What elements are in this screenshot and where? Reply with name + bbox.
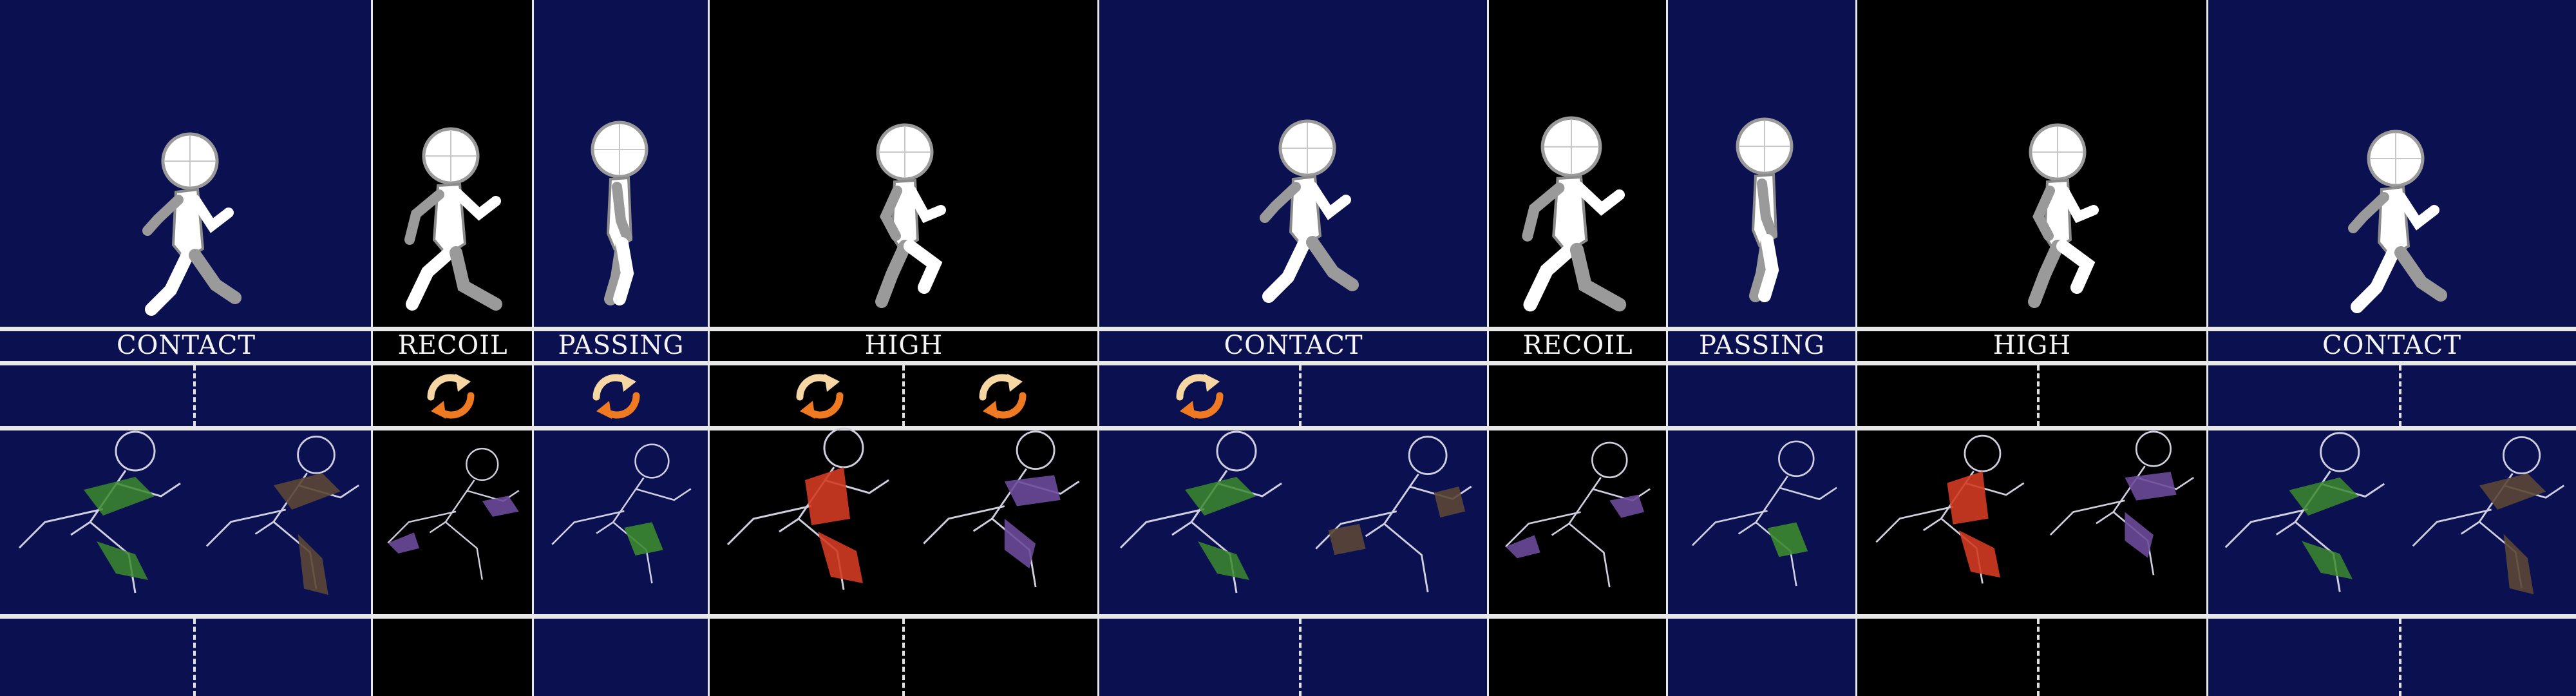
run-sketch-figure — [2401, 425, 2576, 612]
column-passing-1 — [533, 0, 709, 696]
column-divider — [532, 0, 534, 696]
row-divider — [0, 426, 2576, 430]
row-divider — [0, 361, 2576, 365]
run-sketch-figure — [1108, 425, 1294, 612]
column-recoil-2 — [1488, 0, 1667, 696]
cycle-arrows-icon — [1171, 369, 1229, 423]
column-divider — [1666, 0, 1668, 696]
run-sketch-figure — [1864, 419, 2036, 612]
cycle-arrows-icon — [974, 369, 1032, 423]
pose-label-contact: CONTACT — [1224, 331, 1363, 360]
row-divider — [0, 614, 2576, 619]
pose-label-passing: PASSING — [1699, 331, 1825, 360]
walk-pose-contact-figure — [126, 122, 254, 322]
column-divider — [371, 0, 373, 696]
pose-label-recoil: RECOIL — [397, 331, 508, 360]
walk-pose-high-figure — [1993, 107, 2122, 320]
pose-label-contact: CONTACT — [116, 331, 256, 360]
column-divider — [2206, 0, 2208, 696]
column-divider — [1487, 0, 1489, 696]
walk-pose-recoil-figure — [1501, 106, 1642, 318]
walk-pose-contact-figure — [1243, 110, 1372, 316]
row-divider — [0, 327, 2576, 331]
run-sketch-figure — [2039, 425, 2205, 593]
pose-label-recoil: RECOIL — [1522, 331, 1633, 360]
walk-pose-contact-figure — [2331, 120, 2460, 320]
run-sketch-figure — [1494, 432, 1662, 610]
pose-label-high: HIGH — [1993, 331, 2072, 360]
run-sketch-figure — [908, 425, 1095, 606]
frame-divider-dashed — [2037, 365, 2040, 426]
frame-divider-dashed — [2399, 365, 2401, 426]
column-divider — [1855, 0, 1857, 696]
run-sketch-figure — [541, 429, 702, 610]
run-sketch-figure — [377, 429, 529, 610]
run-sketch-figure — [715, 419, 902, 612]
pose-label-high: HIGH — [864, 331, 943, 360]
cycle-arrows-icon — [791, 369, 849, 423]
cycle-arrows-icon — [587, 369, 645, 423]
column-contact-2 — [1099, 0, 1488, 696]
run-sketch-figure — [194, 425, 371, 612]
frame-divider-dashed — [1299, 365, 1302, 426]
walk-pose-passing-figure — [1700, 104, 1829, 317]
column-passing-2 — [1667, 0, 1857, 696]
column-high-2 — [1857, 0, 2208, 696]
frame-divider-dashed — [2399, 619, 2401, 696]
walk-pose-high-figure — [840, 113, 969, 313]
frame-divider-dashed — [902, 365, 905, 426]
frame-divider-dashed — [1299, 619, 1302, 696]
frame-divider-dashed — [902, 619, 905, 696]
walk-pose-recoil-figure — [386, 117, 515, 317]
pose-label-passing: PASSING — [558, 331, 685, 360]
run-sketch-figure — [6, 425, 193, 612]
frame-divider-dashed — [193, 365, 196, 426]
cycle-arrows-icon — [422, 369, 480, 423]
run-sketch-figure — [1681, 428, 1848, 611]
pose-label-contact: CONTACT — [2322, 331, 2462, 360]
run-sketch-figure — [1303, 429, 1484, 612]
walk-pose-passing-figure — [555, 111, 684, 317]
frame-divider-dashed — [193, 619, 196, 696]
run-sketch-figure — [2213, 425, 2397, 612]
column-divider — [1097, 0, 1099, 696]
column-divider — [708, 0, 710, 696]
column-recoil-1 — [372, 0, 533, 696]
frame-divider-dashed — [2037, 619, 2040, 696]
